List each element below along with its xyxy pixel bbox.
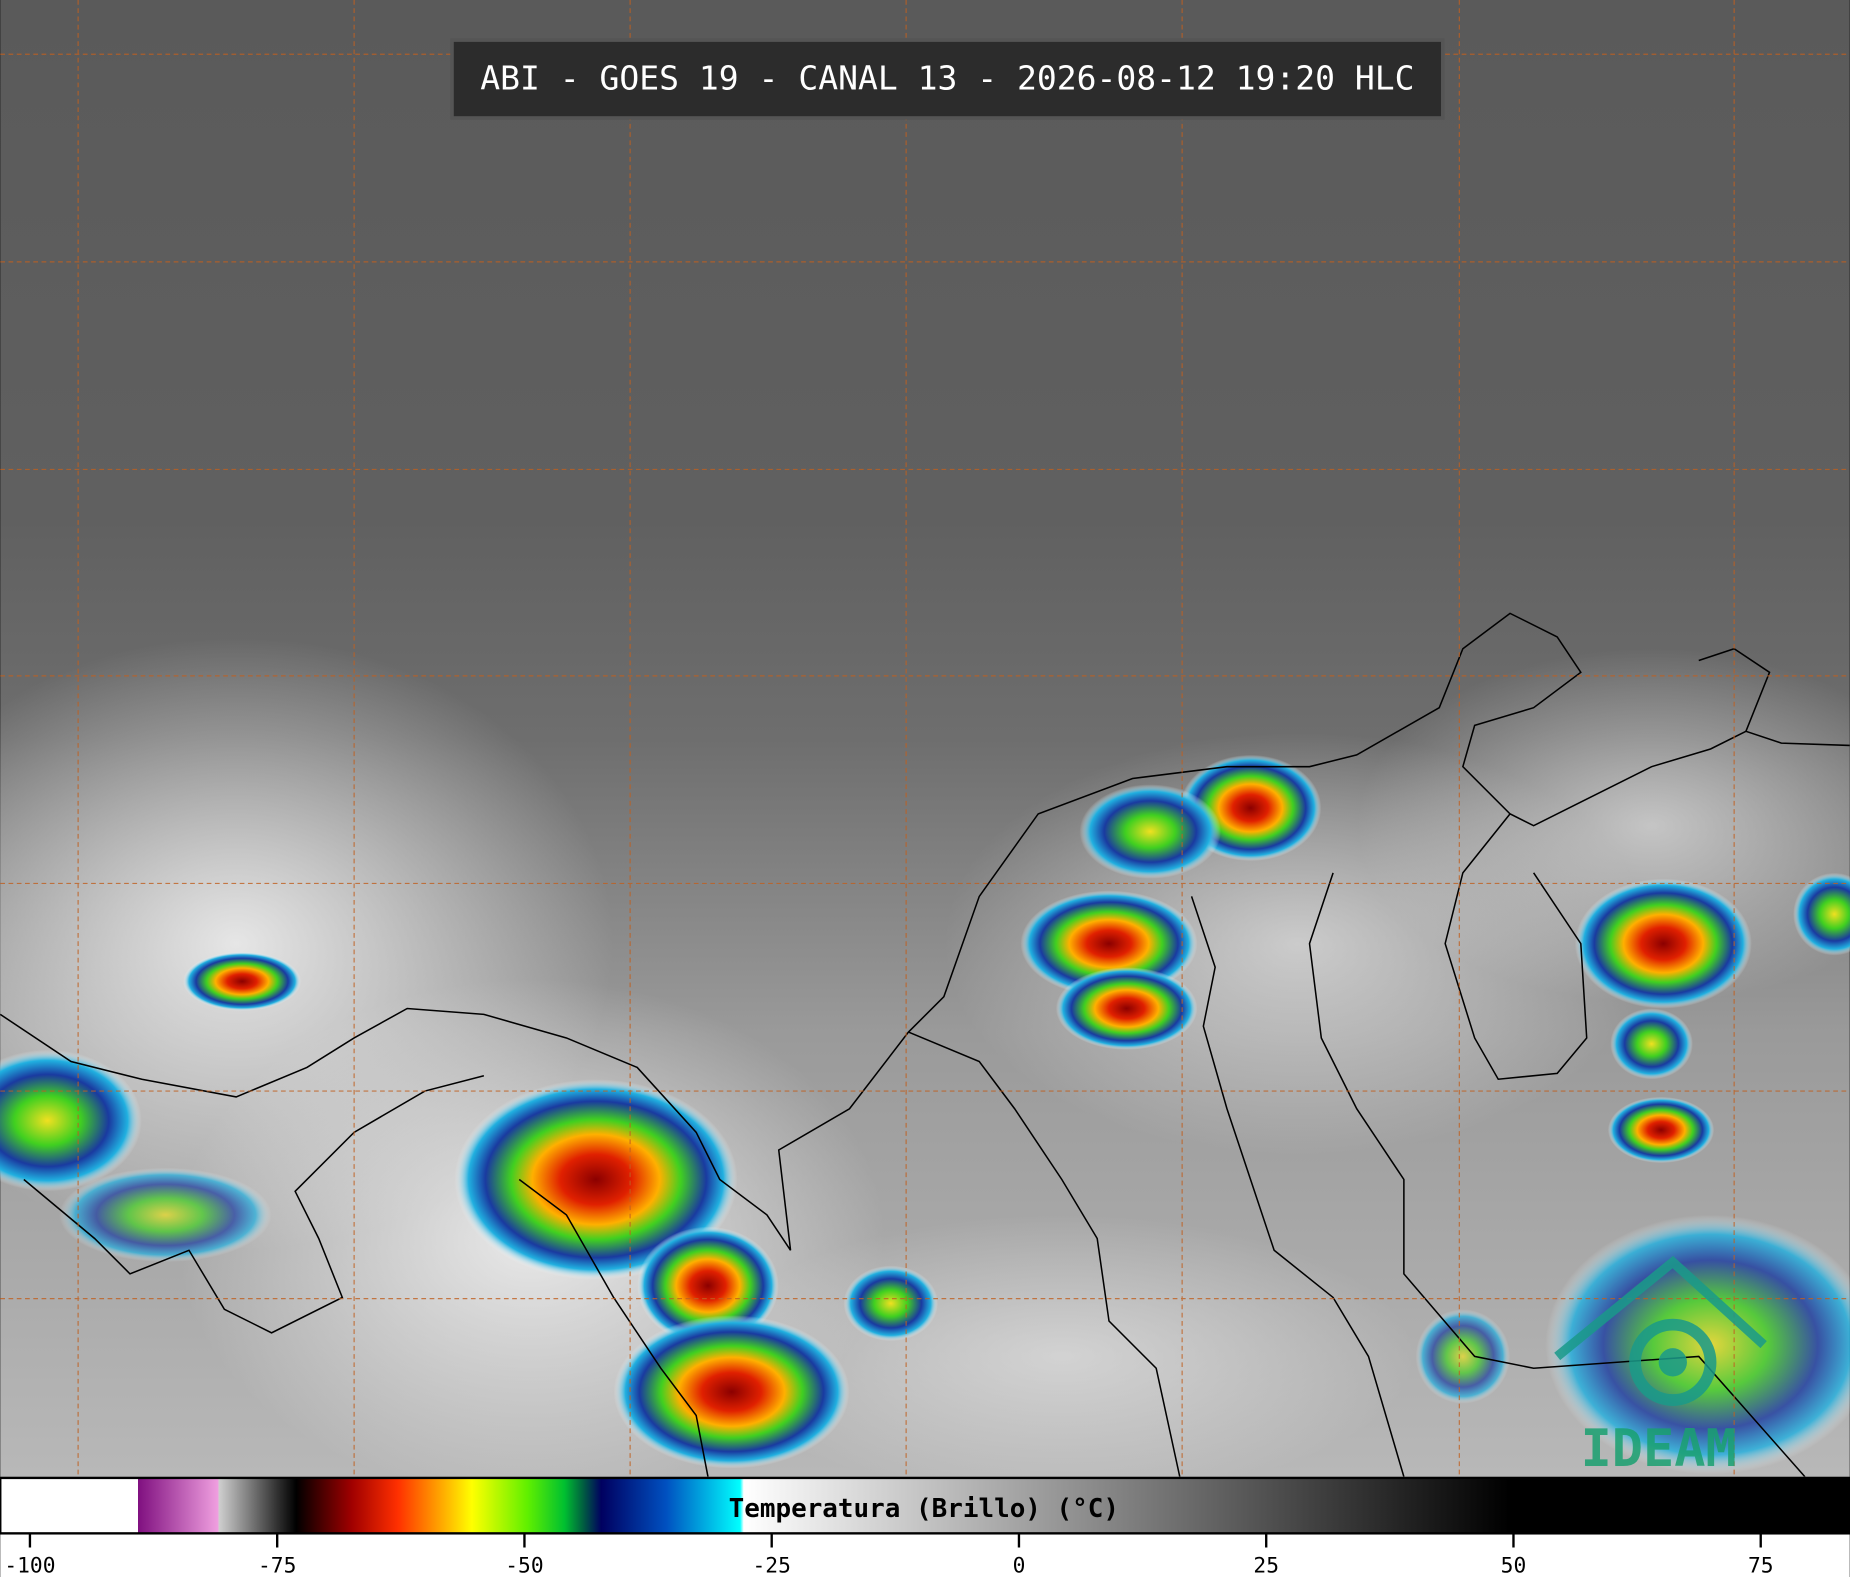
colorbar-label: Temperatura (Brillo) (°C) [729, 1494, 1119, 1524]
tick-label: -25 [753, 1553, 791, 1577]
coastlines [0, 612, 1850, 1478]
storm-cells [0, 754, 1850, 1475]
colorbar [0, 1476, 1850, 1535]
tick-label: -100 [4, 1553, 55, 1577]
tick-label: 25 [1253, 1553, 1279, 1577]
logo: IDEAM [1554, 1255, 1767, 1479]
title: ABI - GOES 19 - CANAL 13 - 2026-08-12 19… [480, 59, 1414, 98]
title-box [450, 38, 1445, 120]
tick-label: -75 [258, 1553, 296, 1577]
tick-label: -50 [505, 1553, 543, 1577]
logo-text: IDEAM [1581, 1419, 1737, 1479]
tick-label: 50 [1501, 1553, 1527, 1577]
graticule [0, 0, 1850, 1477]
tick-label: 0 [1013, 1553, 1026, 1577]
tick-label: 75 [1748, 1553, 1774, 1577]
